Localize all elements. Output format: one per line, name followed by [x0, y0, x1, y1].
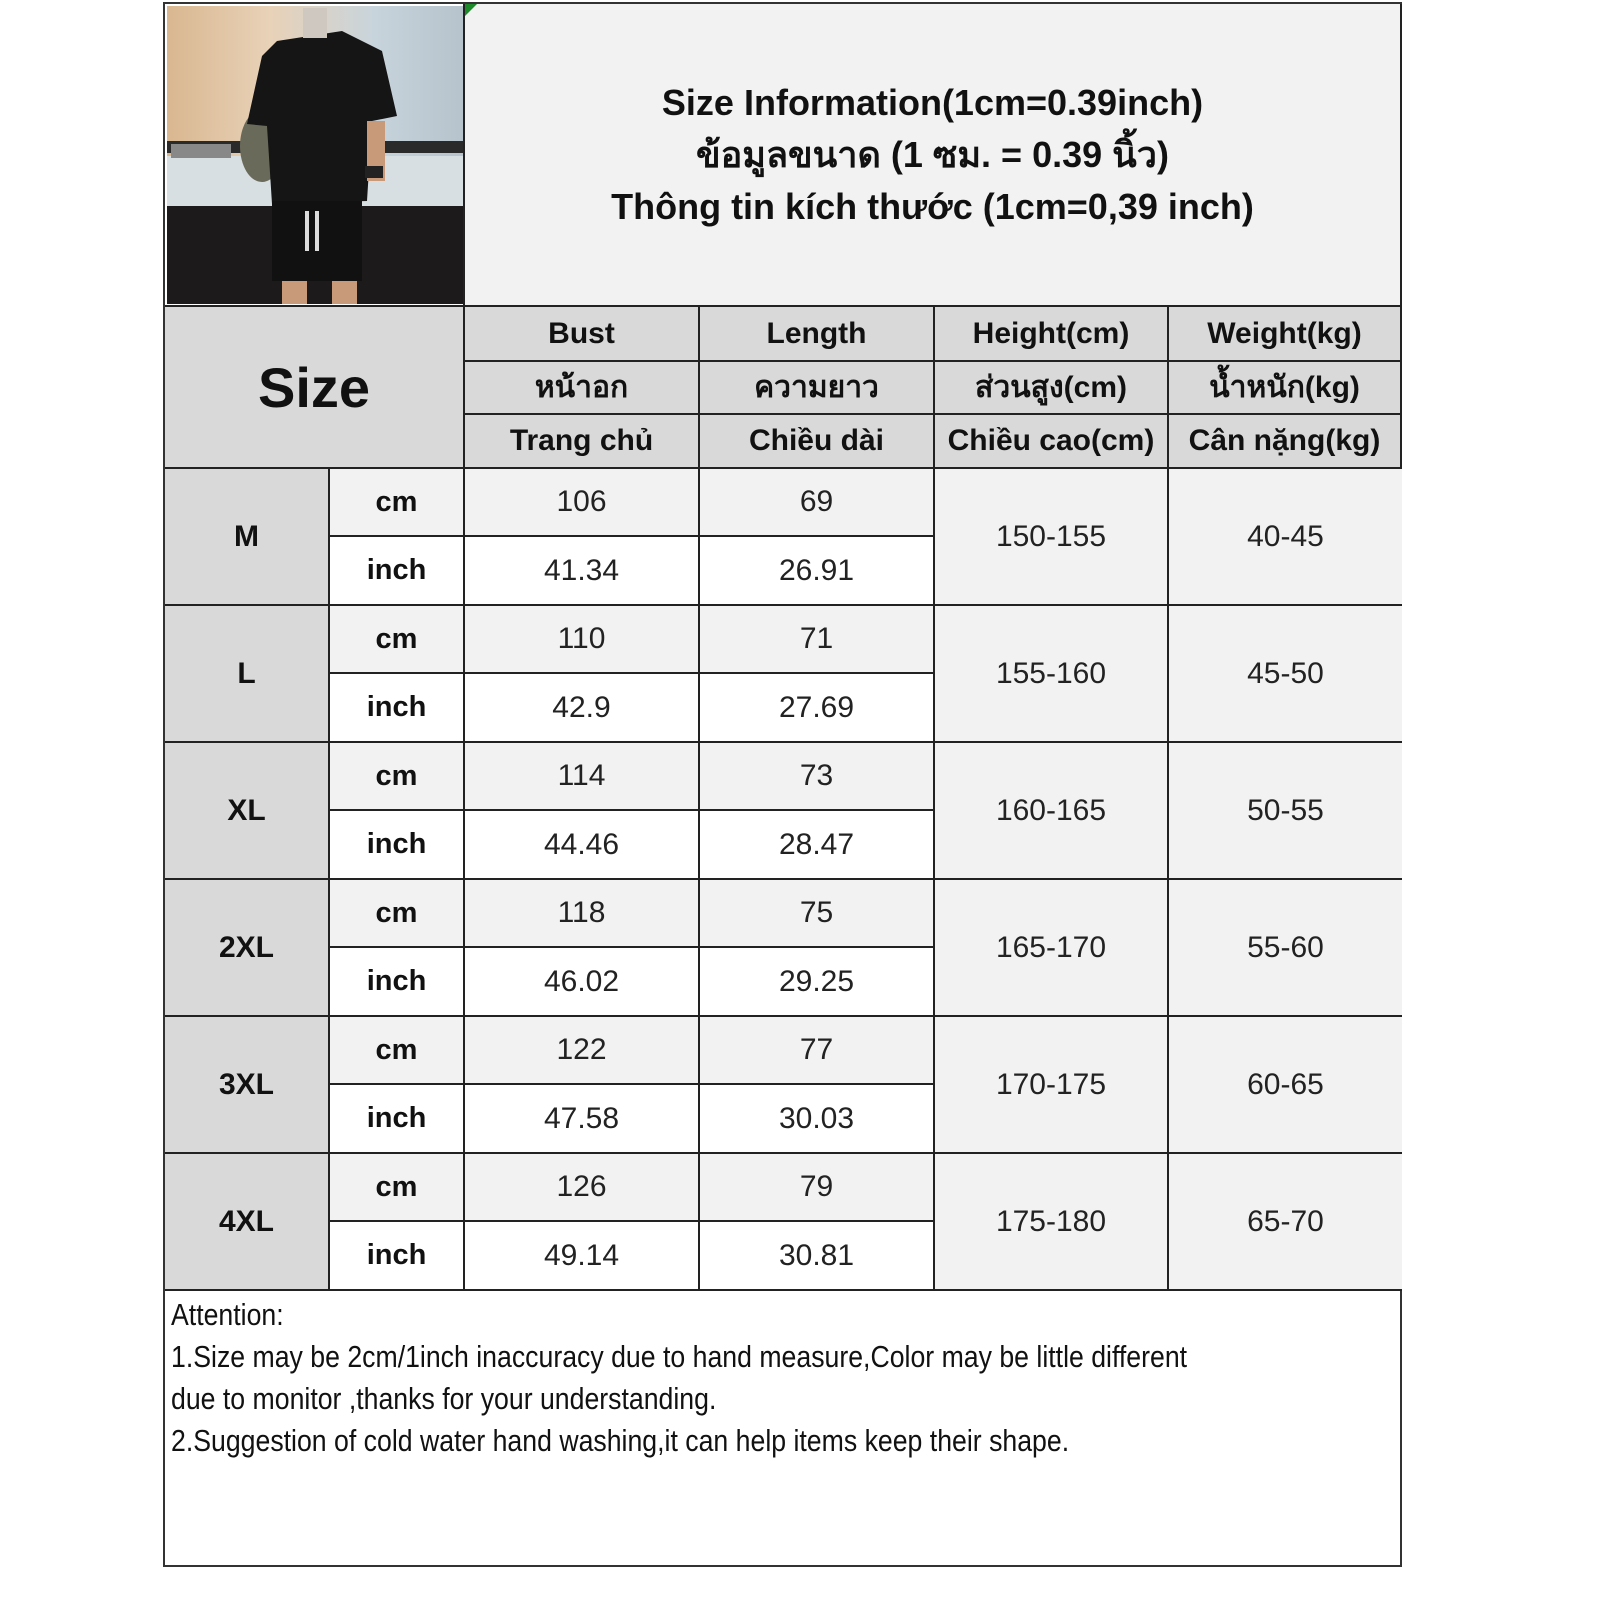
size-label: 3XL: [165, 1017, 330, 1154]
length-inch-value: 26.91: [700, 537, 935, 606]
corner-marker: [465, 4, 477, 16]
title-thai: ข้อมูลขนาด (1 ซม. = 0.39 นิ้ว): [696, 133, 1169, 175]
length-inch-value: 30.03: [700, 1085, 935, 1154]
size-label: XL: [165, 743, 330, 880]
unit-label-inch: inch: [330, 811, 465, 880]
column-header: Chiều dài: [700, 415, 935, 469]
length-cm-value: 77: [700, 1017, 935, 1085]
size-label: L: [165, 606, 330, 743]
bust-inch-value: 42.9: [465, 674, 700, 743]
weight-range: 65-70: [1169, 1154, 1402, 1291]
column-header: Length: [700, 307, 935, 362]
product-photo: [167, 6, 463, 304]
unit-label-cm: cm: [330, 1154, 465, 1222]
column-header: Trang chủ: [465, 415, 700, 469]
column-header: Bust: [465, 307, 700, 362]
size-label: 2XL: [165, 880, 330, 1017]
note-line: due to monitor ,thanks for your understa…: [171, 1381, 717, 1416]
unit-label-inch: inch: [330, 1222, 465, 1291]
product-photo-image: [167, 8, 463, 304]
size-header: Size: [165, 307, 465, 469]
unit-label-inch: inch: [330, 948, 465, 1017]
column-header: Height(cm): [935, 307, 1169, 362]
unit-label-cm: cm: [330, 469, 465, 537]
bust-cm-value: 106: [465, 469, 700, 537]
height-range: 165-170: [935, 880, 1169, 1017]
column-header: น้ำหนัก(kg): [1169, 362, 1402, 415]
length-cm-value: 69: [700, 469, 935, 537]
unit-label-cm: cm: [330, 880, 465, 948]
bust-cm-value: 110: [465, 606, 700, 674]
note-line: 1.Size may be 2cm/1inch inaccuracy due t…: [171, 1339, 1188, 1374]
size-information-title: Size Information(1cm=0.39inch) ข้อมูลขนา…: [465, 4, 1402, 307]
size-chart: Size Information(1cm=0.39inch) ข้อมูลขนา…: [163, 2, 1402, 1567]
bust-inch-value: 49.14: [465, 1222, 700, 1291]
weight-range: 40-45: [1169, 469, 1402, 606]
bust-cm-value: 118: [465, 880, 700, 948]
attention-notes: Attention: 1.Size may be 2cm/1inch inacc…: [171, 1294, 1375, 1462]
length-inch-value: 29.25: [700, 948, 935, 1017]
column-header: หน้าอก: [465, 362, 700, 415]
unit-label-inch: inch: [330, 674, 465, 743]
length-inch-value: 27.69: [700, 674, 935, 743]
length-inch-value: 30.81: [700, 1222, 935, 1291]
length-cm-value: 71: [700, 606, 935, 674]
bust-inch-value: 41.34: [465, 537, 700, 606]
title-vietnamese: Thông tin kích thước (1cm=0,39 inch): [611, 185, 1254, 227]
length-cm-value: 79: [700, 1154, 935, 1222]
weight-range: 45-50: [1169, 606, 1402, 743]
unit-label-inch: inch: [330, 537, 465, 606]
size-label: 4XL: [165, 1154, 330, 1291]
bust-cm-value: 114: [465, 743, 700, 811]
height-range: 170-175: [935, 1017, 1169, 1154]
unit-label-cm: cm: [330, 1017, 465, 1085]
height-range: 160-165: [935, 743, 1169, 880]
notes-heading: Attention:: [171, 1297, 284, 1332]
bust-inch-value: 46.02: [465, 948, 700, 1017]
bust-cm-value: 126: [465, 1154, 700, 1222]
length-inch-value: 28.47: [700, 811, 935, 880]
column-header: Weight(kg): [1169, 307, 1402, 362]
unit-label-cm: cm: [330, 743, 465, 811]
unit-label-inch: inch: [330, 1085, 465, 1154]
note-line: 2.Suggestion of cold water hand washing,…: [171, 1423, 1070, 1458]
column-header: Chiều cao(cm): [935, 415, 1169, 469]
bust-inch-value: 44.46: [465, 811, 700, 880]
column-header: ความยาว: [700, 362, 935, 415]
size-label: M: [165, 469, 330, 606]
height-range: 175-180: [935, 1154, 1169, 1291]
title-english: Size Information(1cm=0.39inch): [661, 81, 1204, 123]
column-header: Cân nặng(kg): [1169, 415, 1402, 469]
height-range: 155-160: [935, 606, 1169, 743]
column-header: ส่วนสูง(cm): [935, 362, 1169, 415]
unit-label-cm: cm: [330, 606, 465, 674]
height-range: 150-155: [935, 469, 1169, 606]
bust-inch-value: 47.58: [465, 1085, 700, 1154]
weight-range: 60-65: [1169, 1017, 1402, 1154]
length-cm-value: 73: [700, 743, 935, 811]
bust-cm-value: 122: [465, 1017, 700, 1085]
photo-cell-border: [165, 4, 465, 307]
weight-range: 55-60: [1169, 880, 1402, 1017]
length-cm-value: 75: [700, 880, 935, 948]
weight-range: 50-55: [1169, 743, 1402, 880]
